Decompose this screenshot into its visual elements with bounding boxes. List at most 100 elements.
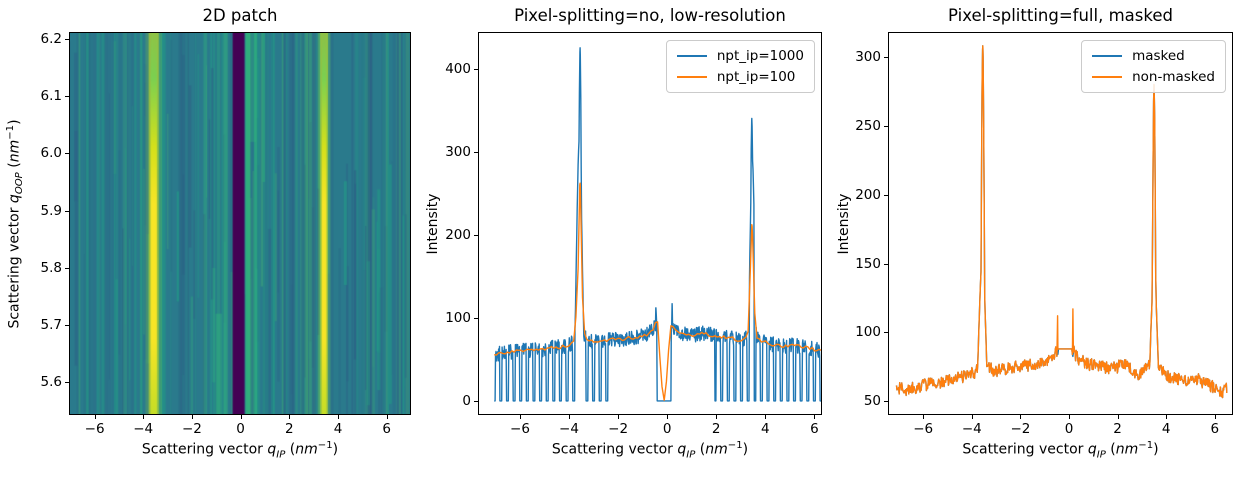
x-tick-label: −6 <box>913 421 934 437</box>
subplot-pixel-splitting-full: Pixel-splitting=full, masked Scattering … <box>836 6 1233 460</box>
y-tick-mark <box>474 68 478 70</box>
x-tick-mark <box>667 415 669 419</box>
legend-line-sample <box>1092 54 1123 58</box>
x-axis-label: Scattering vector qIP (nm−1) <box>551 440 749 461</box>
legend-label: non-masked <box>1132 69 1215 85</box>
y-tick-label: 150 <box>855 255 881 272</box>
y-tick-label: 6.2 <box>40 30 62 47</box>
legend-line-sample <box>676 54 707 58</box>
y-tick-mark <box>474 400 478 402</box>
x-axis-label: Scattering vector qIP (nm−1) <box>141 440 339 461</box>
x-tick-mark <box>971 415 973 419</box>
y-tick-mark <box>65 382 69 384</box>
x-tick-label: −4 <box>133 421 154 437</box>
x-tick-mark <box>1117 415 1119 419</box>
subplot-pixel-splitting-no: Pixel-splitting=no, low-resolution Scatt… <box>425 6 822 460</box>
x-tick-label: 0 <box>1064 421 1074 437</box>
legend-line-sample <box>1092 75 1123 79</box>
x-tick-mark <box>1020 415 1022 419</box>
plot-title: Pixel-splitting=no, low-resolution <box>514 6 786 25</box>
series-npt_ip=1000 <box>493 47 822 402</box>
y-tick-mark <box>474 151 478 153</box>
plot-title: 2D patch <box>202 6 278 25</box>
y-tick-mark <box>884 125 888 127</box>
x-axis-label: Scattering vector qIP (nm−1) <box>962 440 1159 461</box>
x-tick-mark <box>814 415 816 419</box>
y-axis-label: Intensity <box>425 193 441 254</box>
legend-line-sample <box>676 75 707 79</box>
y-tick-mark <box>65 96 69 98</box>
x-tick-mark <box>1069 415 1070 419</box>
y-tick-mark <box>884 263 888 265</box>
x-tick-mark <box>923 415 925 419</box>
y-tick-label: 0 <box>462 392 471 409</box>
heatmap-image <box>69 32 411 415</box>
legend-label: npt_ip=100 <box>716 69 796 85</box>
y-tick-label: 200 <box>855 186 881 203</box>
x-tick-label: 4 <box>1161 421 1171 437</box>
y-tick-label: 300 <box>855 48 881 65</box>
x-tick-mark <box>618 415 620 419</box>
legend-entry: npt_ip=1000 <box>676 48 804 64</box>
y-tick-mark <box>65 325 69 327</box>
series-non-masked <box>895 45 1228 399</box>
y-tick-mark <box>65 210 69 212</box>
line-series-plot <box>895 45 1228 399</box>
legend-entry: npt_ip=100 <box>676 69 804 85</box>
y-tick-label: 400 <box>445 60 471 77</box>
series-npt_ip=100 <box>494 182 822 401</box>
x-tick-label: 6 <box>382 421 391 437</box>
y-tick-mark <box>884 194 888 196</box>
x-tick-mark <box>569 415 570 419</box>
x-tick-label: −6 <box>510 421 530 437</box>
x-tick-mark <box>191 415 193 419</box>
subplot-2d-patch: 2D patch Scattering vector qIP (nm−1) Sc… <box>5 6 411 460</box>
legend-entry: masked <box>1092 49 1215 63</box>
legend: masked non-masked <box>1081 40 1226 93</box>
y-tick-label: 5.9 <box>40 202 62 219</box>
y-tick-label: 5.6 <box>40 374 62 391</box>
legend-label: npt_ip=1000 <box>716 48 804 64</box>
y-tick-label: 300 <box>445 143 471 160</box>
x-tick-label: −4 <box>961 421 982 437</box>
y-axis-label: Scattering vector qOOP (nm−1) <box>4 118 26 329</box>
y-tick-label: 100 <box>855 324 881 341</box>
x-tick-mark <box>1214 415 1216 419</box>
y-tick-mark <box>474 234 478 236</box>
x-tick-mark <box>716 415 718 419</box>
x-tick-mark <box>765 415 767 419</box>
y-tick-mark <box>65 153 69 155</box>
x-tick-label: 0 <box>236 421 245 437</box>
x-tick-mark <box>1166 415 1168 419</box>
y-tick-mark <box>884 56 888 58</box>
y-tick-mark <box>65 267 69 269</box>
x-tick-label: 0 <box>662 421 672 437</box>
legend-label: masked <box>1132 48 1185 64</box>
x-tick-label: −2 <box>608 421 629 437</box>
y-tick-label: 200 <box>445 226 471 243</box>
series-masked <box>895 45 1228 399</box>
x-tick-label: −4 <box>559 421 579 437</box>
x-tick-mark <box>240 415 242 419</box>
x-tick-label: 6 <box>1210 421 1220 437</box>
y-axis-label: Intensity <box>836 193 852 254</box>
x-tick-mark <box>289 415 291 419</box>
x-tick-mark <box>520 415 521 419</box>
x-tick-label: 2 <box>1113 421 1122 437</box>
x-tick-mark <box>338 415 339 419</box>
y-tick-label: 5.7 <box>40 317 62 334</box>
y-tick-mark <box>884 332 888 334</box>
x-tick-label: 4 <box>761 421 770 437</box>
x-tick-label: −2 <box>1010 421 1031 437</box>
x-tick-mark <box>143 415 145 419</box>
x-tick-label: 2 <box>285 421 294 437</box>
legend: npt_ip=1000 npt_ip=100 <box>665 40 815 93</box>
line-series-plot <box>493 47 822 402</box>
y-tick-mark <box>884 401 888 403</box>
y-tick-label: 6.0 <box>40 145 62 162</box>
y-tick-mark <box>65 38 69 40</box>
x-tick-mark <box>386 415 388 419</box>
y-tick-label: 5.8 <box>40 259 62 276</box>
plot-title: Pixel-splitting=full, masked <box>948 6 1173 25</box>
